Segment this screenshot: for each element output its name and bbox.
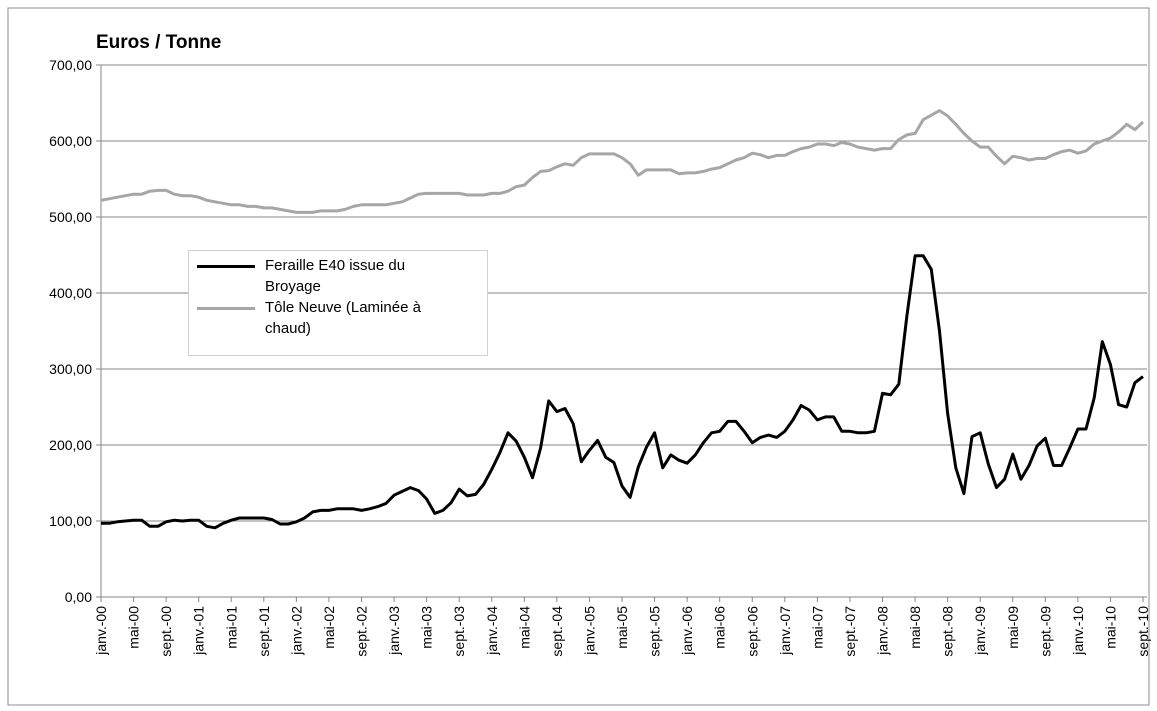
x-tick-label: mai-08 — [907, 606, 923, 649]
legend-swatch — [197, 307, 255, 310]
x-tick-label: mai-03 — [419, 606, 435, 649]
legend-swatch — [197, 265, 255, 268]
x-tick-label: mai-00 — [126, 606, 142, 649]
x-tick-label: sept.-05 — [647, 606, 663, 657]
y-tick-label: 600,00 — [49, 133, 92, 149]
legend: Feraille E40 issue du Broyage Tôle Neuve … — [188, 250, 488, 356]
y-tick-label: 0,00 — [65, 589, 92, 605]
x-tick-label: sept.-06 — [744, 606, 760, 657]
chart-border — [7, 7, 1150, 706]
x-tick-label: sept.-04 — [549, 606, 565, 657]
y-tick-label: 300,00 — [49, 361, 92, 377]
x-tick-label: janv.-05 — [581, 606, 597, 656]
x-tick-label: janv.-08 — [875, 606, 891, 656]
x-tick-label: janv.-01 — [191, 606, 207, 656]
line-series — [101, 254, 1144, 530]
x-tick-label: mai-10 — [1102, 606, 1118, 649]
y-tick-label: 700,00 — [49, 57, 92, 73]
x-tick-label: janv.-02 — [288, 606, 304, 656]
x-tick-label: sept.-08 — [940, 606, 956, 657]
x-tick-label: mai-04 — [516, 606, 532, 649]
x-tick-label: sept.-00 — [158, 606, 174, 657]
y-tick-label: 100,00 — [49, 513, 92, 529]
x-tick-label: janv.-07 — [777, 606, 793, 656]
legend-label: Feraille E40 issue du Broyage — [265, 257, 406, 295]
x-tick-label: sept.-10 — [1135, 606, 1151, 657]
x-tick-label: mai-01 — [223, 606, 239, 649]
x-tick-label: mai-05 — [614, 606, 630, 649]
chart-title: Euros / Tonne — [96, 32, 221, 53]
x-tick-label: janv.-04 — [484, 606, 500, 656]
x-tick-label: mai-09 — [1005, 606, 1021, 649]
x-tick-label: mai-06 — [712, 606, 728, 649]
x-tick-label: janv.-09 — [972, 606, 988, 656]
x-tick-label: janv.-10 — [1070, 606, 1086, 656]
x-tick-label: sept.-03 — [451, 606, 467, 657]
x-tick-label: janv.-06 — [679, 606, 695, 656]
y-tick-label: 500,00 — [49, 209, 92, 225]
x-tick-label: sept.-01 — [256, 606, 272, 657]
x-tick-label: sept.-02 — [354, 606, 370, 657]
x-tick-label: sept.-07 — [842, 606, 858, 657]
x-tick-label: mai-02 — [321, 606, 337, 649]
x-tick-label: sept.-09 — [1037, 606, 1053, 657]
x-tick-label: mai-07 — [809, 606, 825, 649]
y-tick-label: 400,00 — [49, 285, 92, 301]
x-tick-label: janv.-00 — [93, 606, 109, 656]
y-tick-label: 200,00 — [49, 437, 92, 453]
x-tick-label: janv.-03 — [386, 606, 402, 656]
line-series — [100, 109, 1145, 214]
legend-label: Tôle Neuve (Laminée à chaud) — [265, 299, 421, 337]
